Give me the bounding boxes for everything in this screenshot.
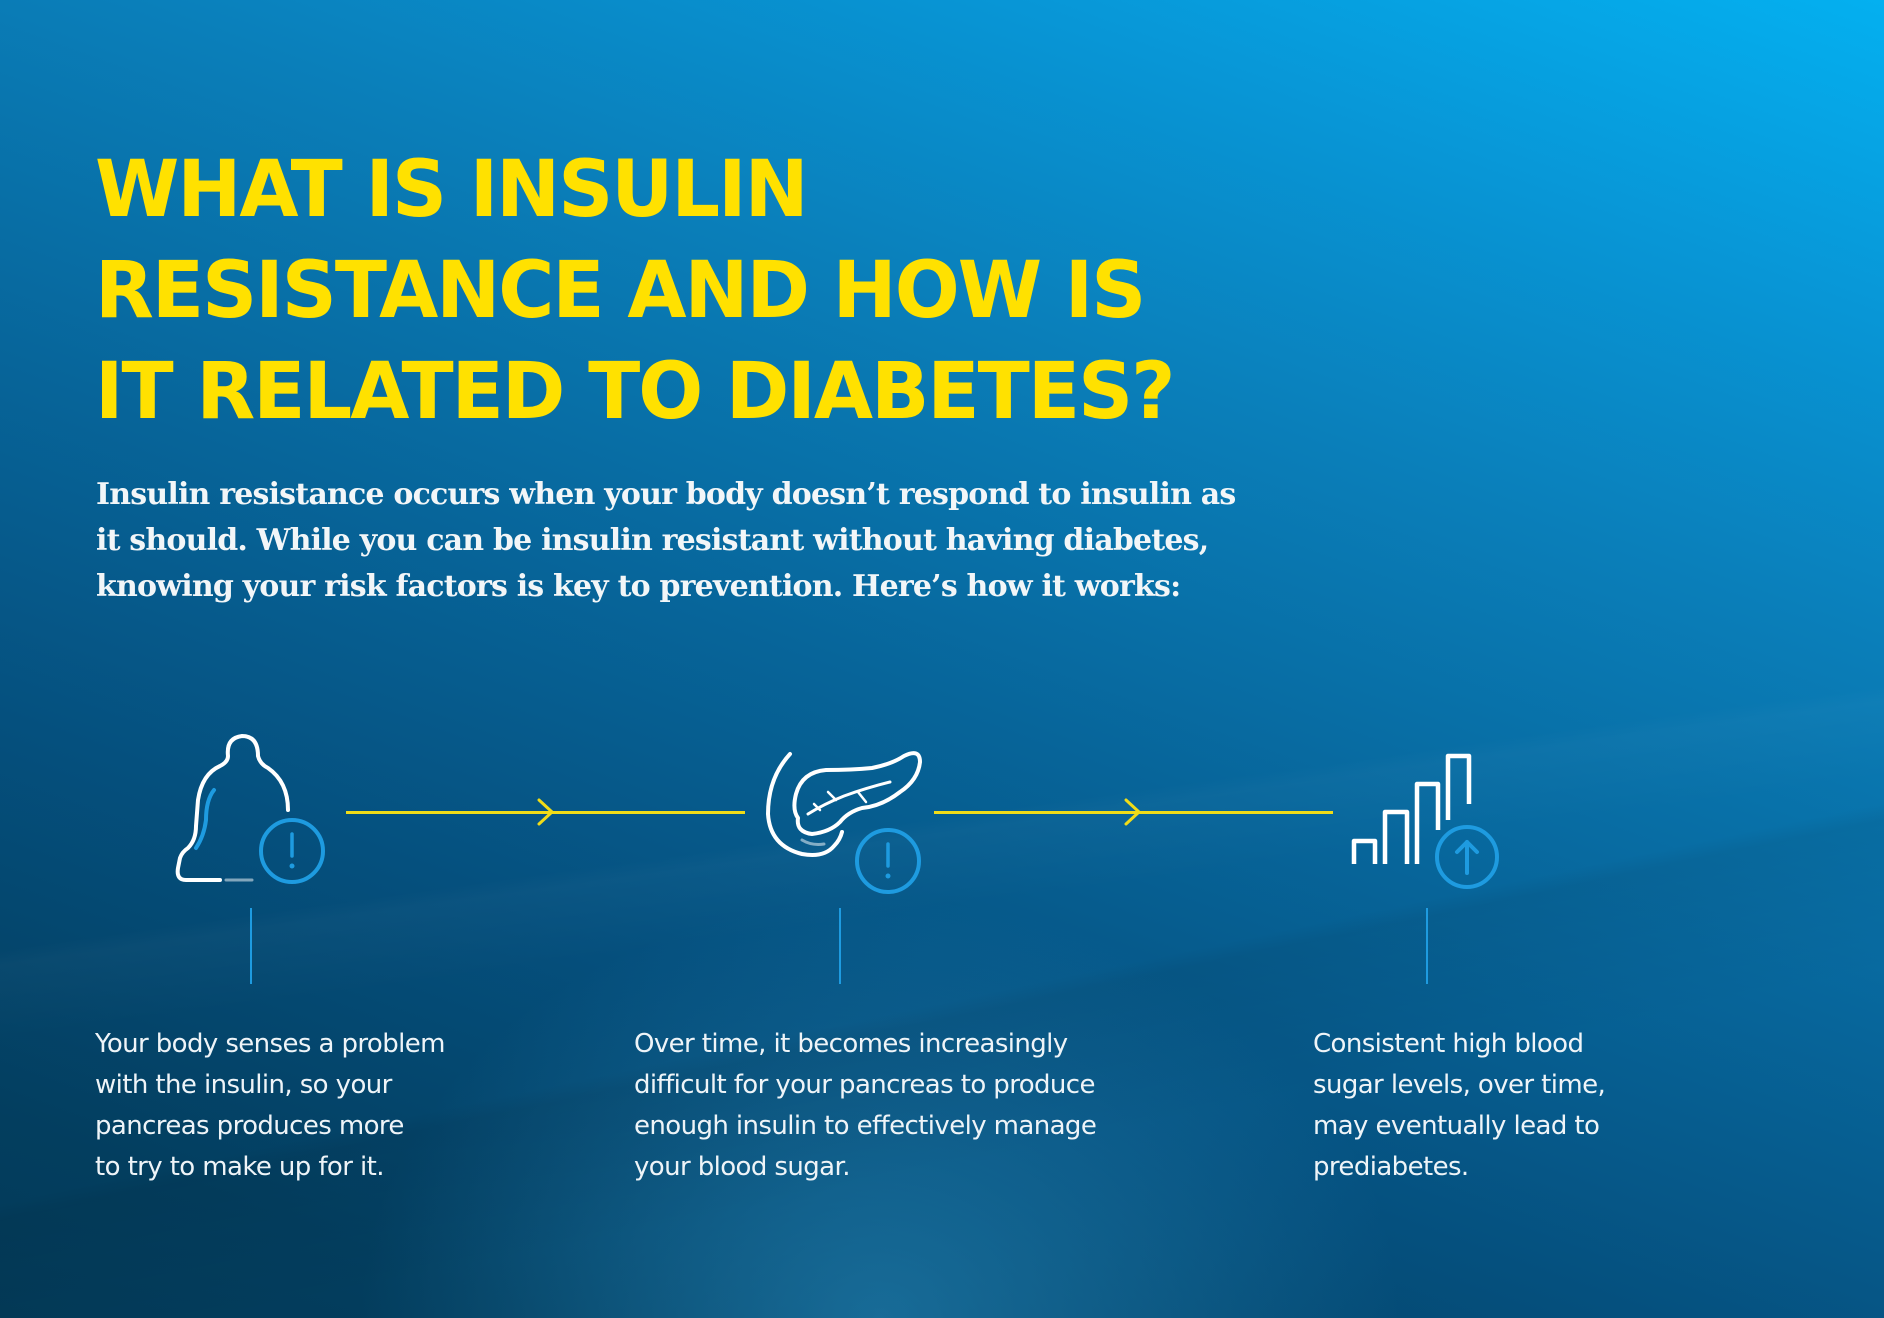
step-1-divider bbox=[250, 908, 252, 984]
caption-line: difficult for your pancreas to produce bbox=[634, 1070, 1096, 1100]
pancreas-alert-icon bbox=[765, 751, 922, 894]
step-1-caption: Your body senses a problem with the insu… bbox=[95, 1024, 445, 1188]
intro-line-2: it should. While you can be insulin resi… bbox=[96, 523, 1209, 558]
arrow-chevron-icon bbox=[1124, 798, 1141, 826]
step-3-icon bbox=[1345, 750, 1505, 900]
title-line-3: it related to diabetes? bbox=[95, 347, 1176, 437]
step-3-caption: Consistent high blood sugar levels, over… bbox=[1313, 1024, 1606, 1188]
caption-line: pancreas produces more bbox=[95, 1111, 404, 1141]
title-line-1: What is insulin bbox=[95, 145, 809, 235]
caption-line: your blood sugar. bbox=[634, 1152, 850, 1182]
caption-line: prediabetes. bbox=[1313, 1152, 1469, 1182]
caption-line: may eventually lead to bbox=[1313, 1111, 1600, 1141]
step-2-icon bbox=[762, 748, 932, 908]
connector-arrow-1 bbox=[346, 811, 745, 814]
step-1-icon bbox=[170, 728, 330, 888]
caption-line: sugar levels, over time, bbox=[1313, 1070, 1606, 1100]
caption-line: Your body senses a problem bbox=[95, 1029, 445, 1059]
bell-alert-icon bbox=[175, 734, 325, 884]
step-2-divider bbox=[839, 908, 841, 984]
caption-line: Consistent high blood bbox=[1313, 1029, 1584, 1059]
title-line-2: resistance and how is bbox=[95, 246, 1146, 336]
step-2-caption: Over time, it becomes increasingly diffi… bbox=[634, 1024, 1097, 1188]
step-3-divider bbox=[1426, 908, 1428, 984]
caption-line: enough insulin to effectively manage bbox=[634, 1111, 1097, 1141]
caption-line: to try to make up for it. bbox=[95, 1152, 384, 1182]
intro-line-3: knowing your risk factors is key to prev… bbox=[96, 569, 1181, 604]
intro-line-1: Insulin resistance occurs when your body… bbox=[96, 477, 1236, 512]
arrow-chevron-icon bbox=[537, 798, 554, 826]
connector-arrow-2 bbox=[934, 811, 1333, 814]
rising-bars-icon bbox=[1351, 753, 1499, 889]
caption-line: Over time, it becomes increasingly bbox=[634, 1029, 1068, 1059]
page-title: What is insulin resistance and how is it… bbox=[95, 140, 1196, 443]
intro-paragraph: Insulin resistance occurs when your body… bbox=[96, 472, 1396, 610]
caption-line: with the insulin, so your bbox=[95, 1070, 392, 1100]
